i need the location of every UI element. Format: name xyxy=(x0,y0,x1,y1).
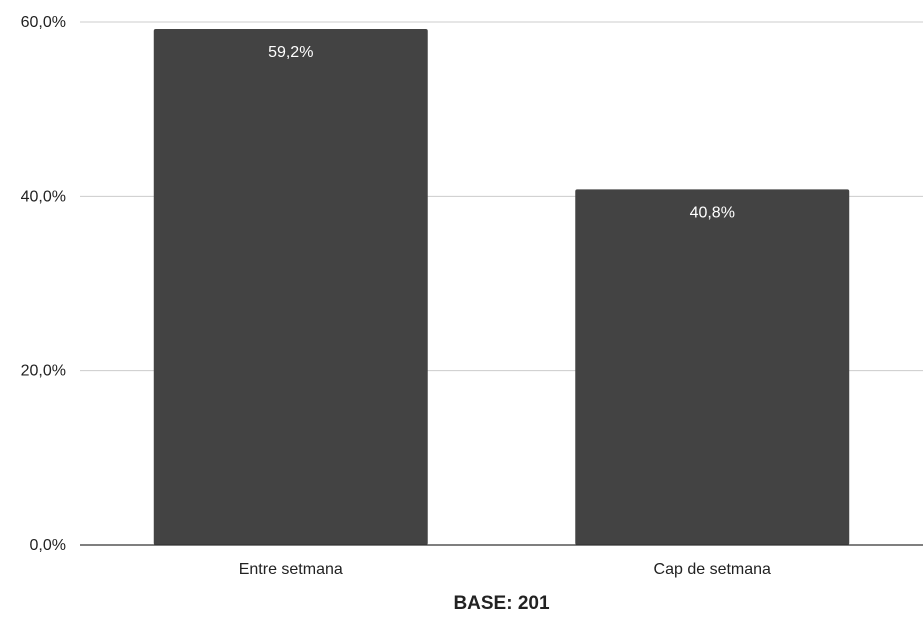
x-tick-label: Cap de setmana xyxy=(654,561,772,578)
y-tick-label: 20,0% xyxy=(21,363,66,380)
y-tick-label: 40,0% xyxy=(21,188,66,205)
chart-footer: BASE: 201 xyxy=(453,593,550,614)
data-label: 59,2% xyxy=(268,44,313,61)
x-tick-label: Entre setmana xyxy=(239,561,343,578)
data-labels: 59,2% 40,8% xyxy=(268,44,735,221)
y-tick-label: 0,0% xyxy=(30,537,66,554)
data-label: 40,8% xyxy=(690,204,735,221)
x-axis-ticks: Entre setmana Cap de setmana xyxy=(239,561,771,578)
y-axis-ticks: 0,0% 20,0% 40,0% 60,0% xyxy=(21,14,66,554)
bar-0 xyxy=(153,28,428,546)
bars xyxy=(153,28,850,546)
y-tick-label: 60,0% xyxy=(21,14,66,31)
bar-1 xyxy=(575,189,850,546)
